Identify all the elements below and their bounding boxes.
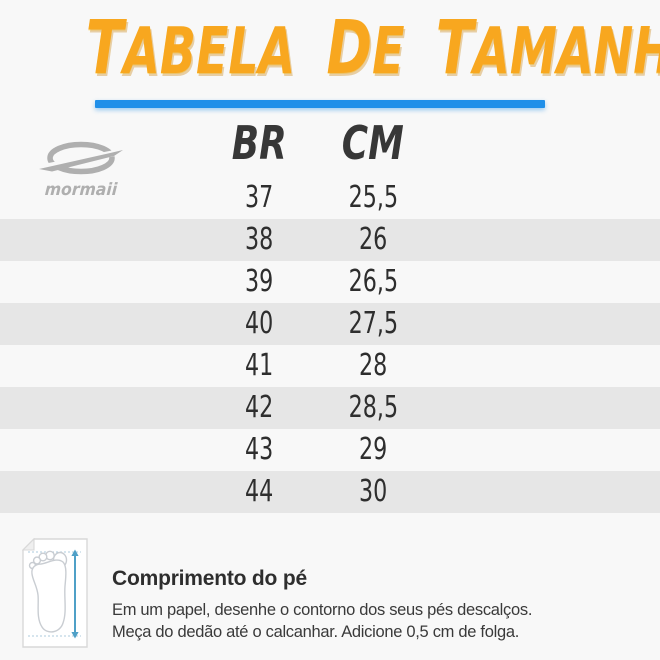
cm-size-cell: 26,5 — [348, 264, 398, 299]
measurement-instructions: Comprimento do pé Em um papel, desenhe o… — [112, 565, 582, 643]
cm-size-cell: 30 — [358, 474, 388, 509]
cm-size-cell: 29 — [358, 432, 388, 467]
measure-arrow-icon — [71, 549, 79, 639]
title-word: TABELA — [85, 4, 296, 91]
folded-corner — [22, 538, 35, 551]
title-underline — [95, 100, 545, 108]
cm-size-cell: 28,5 — [348, 390, 398, 425]
title-word: DE — [326, 4, 405, 91]
table-row: 43 29 — [0, 429, 660, 471]
br-size-cell: 39 — [244, 264, 274, 299]
instructions-body: Em um papel, desenhe o contorno dos seus… — [112, 599, 582, 643]
instructions-heading: Comprimento do pé — [112, 567, 307, 590]
table-row: 37 25,5 — [0, 177, 660, 219]
table-row: 39 26,5 — [0, 261, 660, 303]
br-size-cell: 38 — [244, 222, 274, 257]
brand-logo: mormaii — [38, 140, 124, 200]
page-title: TABELA DE TAMANHOS — [86, 10, 660, 90]
table-row: 41 28 — [0, 345, 660, 387]
column-header-cm: CM — [341, 116, 405, 170]
foot-outline — [28, 550, 68, 633]
table-header: BR CM — [0, 112, 660, 174]
cm-size-cell: 28 — [358, 348, 388, 383]
cm-size-cell: 27,5 — [348, 306, 398, 341]
cm-size-cell: 26 — [358, 222, 388, 257]
br-size-cell: 40 — [244, 306, 274, 341]
mormaii-wave-icon — [39, 141, 123, 175]
table-row: 44 30 — [0, 471, 660, 513]
size-table-body: 37 25,5 38 26 39 26,5 40 27,5 41 28 42 2… — [0, 177, 660, 513]
br-size-cell: 42 — [244, 390, 274, 425]
instructions-line-2: Meça do dedão até o calcanhar. Adicione … — [112, 623, 519, 641]
br-size-cell: 41 — [244, 348, 274, 383]
cm-size-cell: 25,5 — [348, 180, 398, 215]
foot-measurement-icon — [22, 538, 88, 648]
instructions-line-1: Em um papel, desenhe o contorno dos seus… — [112, 601, 533, 619]
table-row: 38 26 — [0, 219, 660, 261]
title-word: TAMANHOS — [435, 4, 660, 91]
column-header-br: BR — [231, 116, 287, 170]
table-row: 42 28,5 — [0, 387, 660, 429]
table-row: 40 27,5 — [0, 303, 660, 345]
br-size-cell: 43 — [244, 432, 274, 467]
br-size-cell: 44 — [244, 474, 274, 509]
br-size-cell: 37 — [244, 180, 274, 215]
